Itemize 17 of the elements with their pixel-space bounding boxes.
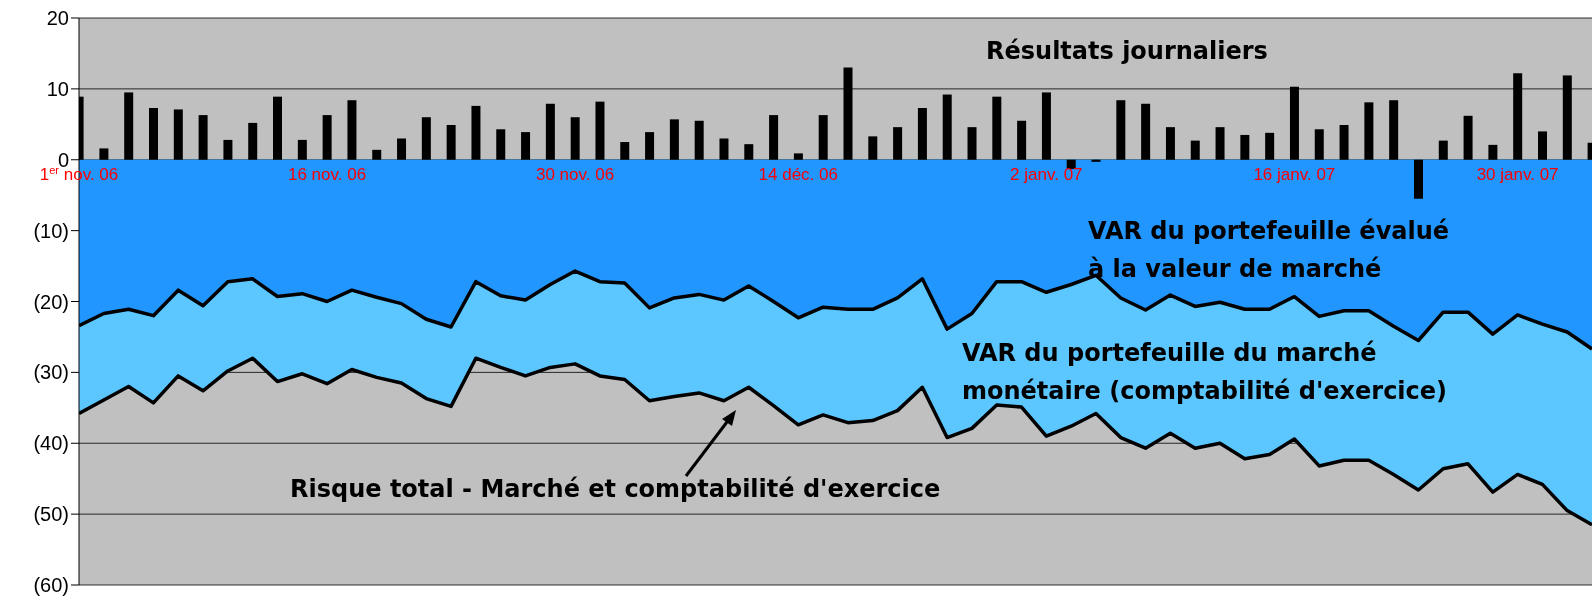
x-tick-label: 14 déc. 06 [758, 164, 838, 184]
y-tick-label: (60) [33, 574, 69, 597]
y-tick-label: 10 [46, 77, 69, 100]
x-tick-label: 16 janv. 07 [1253, 164, 1336, 184]
x-tick-label: 2 janv. 07 [1010, 164, 1083, 184]
x-tick-label: 30 nov. 06 [536, 164, 615, 184]
series-label: Risque total - Marché et comptabilité d'exercice [290, 474, 942, 505]
x-tick-label: 30 janv. 07 [1476, 164, 1559, 184]
series-label: Résultats journaliers [986, 36, 1269, 67]
y-tick-label: 20 [46, 7, 69, 30]
y-tick-label: (10) [33, 219, 69, 242]
x-tick-label: 16 nov. 06 [287, 164, 367, 184]
y-tick-label: (20) [33, 290, 69, 313]
y-tick-label: (50) [33, 503, 69, 526]
y-tick-label: (30) [33, 361, 69, 384]
annotation: VAR du portefeuille du marché monétaire (comptabilité d'exercice) [962, 338, 1449, 407]
y-tick-label: (40) [33, 432, 69, 455]
